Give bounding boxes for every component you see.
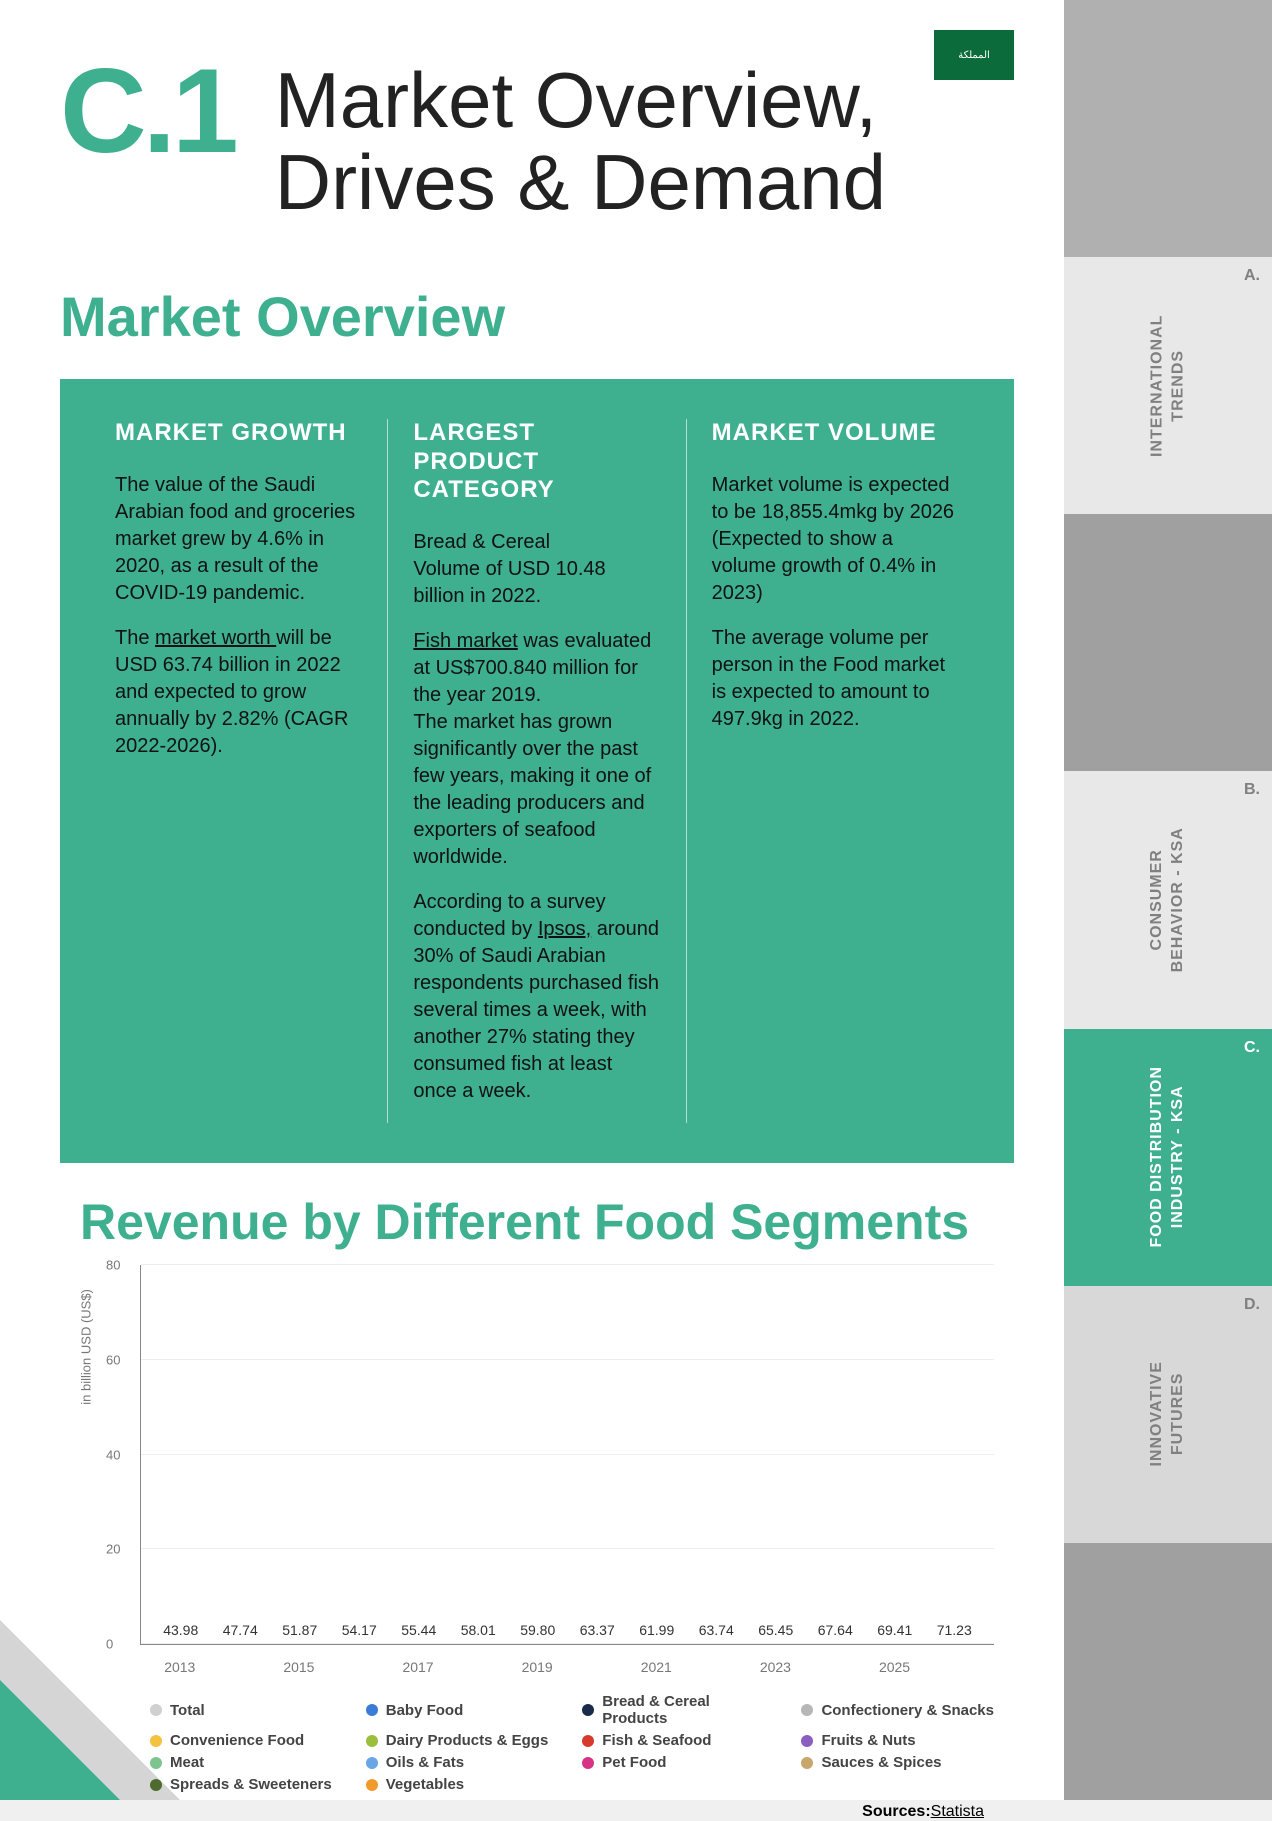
overview-col-category: LARGEST PRODUCT CATEGORY Bread & Cereal …: [388, 419, 686, 1123]
sidebar-tab-b[interactable]: B. CONSUMER BEHAVIOR - KSA: [1064, 771, 1272, 1028]
header: C.1 Market Overview, Drives & Demand: [60, 60, 1014, 224]
col-body: The value of the Saudi Arabian food and …: [115, 472, 362, 760]
legend-item: Baby Food: [366, 1693, 549, 1727]
sidebar-spacer: [1064, 514, 1272, 771]
legend-item: Oils & Fats: [366, 1754, 549, 1771]
paragraph: The market worth will be USD 63.74 billi…: [115, 625, 362, 760]
tab-letter: D.: [1244, 1296, 1260, 1314]
tab-label: INTERNATIONAL TRENDS: [1147, 314, 1189, 456]
flag-text: المملكة: [958, 50, 990, 61]
legend-item: Fish & Seafood: [582, 1732, 767, 1749]
overview-box: MARKET GROWTH The value of the Saudi Ara…: [60, 379, 1014, 1163]
flag-badge: المملكة: [934, 30, 1014, 80]
legend-item: Dairy Products & Eggs: [366, 1732, 549, 1749]
section-title: Market Overview: [60, 284, 1014, 349]
tab-label: CONSUMER BEHAVIOR - KSA: [1147, 827, 1189, 972]
tab-label: FOOD DISTRIBUTION INDUSTRY - KSA: [1147, 1066, 1189, 1247]
title-line-2: Drives & Demand: [275, 138, 886, 226]
overview-col-growth: MARKET GROWTH The value of the Saudi Ara…: [90, 419, 388, 1123]
legend-item: Bread & Cereal Products: [582, 1693, 767, 1727]
paragraph: Bread & Cereal Volume of USD 10.48 billi…: [413, 529, 660, 610]
legend-item: Convenience Food: [150, 1732, 332, 1749]
y-axis-label: in billion USD (US$): [79, 1289, 94, 1405]
legend-item: Meat: [150, 1754, 332, 1771]
col-body: Market volume is expected to be 18,855.4…: [712, 472, 959, 733]
col-body: Bread & Cereal Volume of USD 10.48 billi…: [413, 529, 660, 1105]
title-line-1: Market Overview,: [275, 56, 877, 144]
sidebar-tab-c-active[interactable]: C. FOOD DISTRIBUTION INDUSTRY - KSA: [1064, 1029, 1272, 1286]
paragraph: Fish market was evaluated at US$700.840 …: [413, 628, 660, 871]
sidebar-tab-a[interactable]: A. INTERNATIONAL TRENDS: [1064, 257, 1272, 514]
col-heading: MARKET VOLUME: [712, 419, 959, 448]
chart-title: Revenue by Different Food Segments: [80, 1193, 1014, 1251]
paragraph: According to a survey conducted by Ipsos…: [413, 889, 660, 1105]
sidebar-tabs: A. INTERNATIONAL TRENDS B. CONSUMER BEHA…: [1064, 0, 1272, 1800]
sidebar-tab-d[interactable]: D. INNOVATIVE FUTURES: [1064, 1286, 1272, 1543]
tab-letter: A.: [1244, 267, 1260, 285]
legend-item: Spreads & Sweeteners: [150, 1776, 332, 1793]
legend-item: Confectionery & Snacks: [801, 1693, 994, 1727]
col-heading: MARKET GROWTH: [115, 419, 362, 448]
legend-item: Fruits & Nuts: [801, 1732, 994, 1749]
tab-letter: C.: [1244, 1039, 1260, 1057]
legend-item: Total: [150, 1693, 332, 1727]
page-title: Market Overview, Drives & Demand: [275, 60, 886, 224]
paragraph: The average volume per person in the Foo…: [712, 625, 959, 733]
legend-item: Pet Food: [582, 1754, 767, 1771]
legend-item: Sauces & Spices: [801, 1754, 994, 1771]
tab-letter: B.: [1244, 781, 1260, 799]
tab-label: INNOVATIVE FUTURES: [1147, 1362, 1189, 1467]
revenue-chart: in billion USD (US$) 02040608043.9847.74…: [60, 1265, 1014, 1821]
section-number: C.1: [60, 60, 235, 162]
legend-item: Vegetables: [366, 1776, 549, 1793]
chart-legend: Total Baby Food Bread & Cereal Products Con…: [150, 1693, 994, 1793]
paragraph: The value of the Saudi Arabian food and …: [115, 472, 362, 607]
sidebar-top: [1064, 0, 1272, 257]
x-axis-ticks: 2013201420152016201720182019202020212022…: [140, 1653, 994, 1675]
col-heading: LARGEST PRODUCT CATEGORY: [413, 419, 660, 505]
paragraph: Market volume is expected to be 18,855.4…: [712, 472, 959, 607]
overview-col-volume: MARKET VOLUME Market volume is expected …: [687, 419, 984, 1123]
sidebar-bottom: [1064, 1543, 1272, 1800]
sources: Sources:Statista: [80, 1803, 994, 1821]
